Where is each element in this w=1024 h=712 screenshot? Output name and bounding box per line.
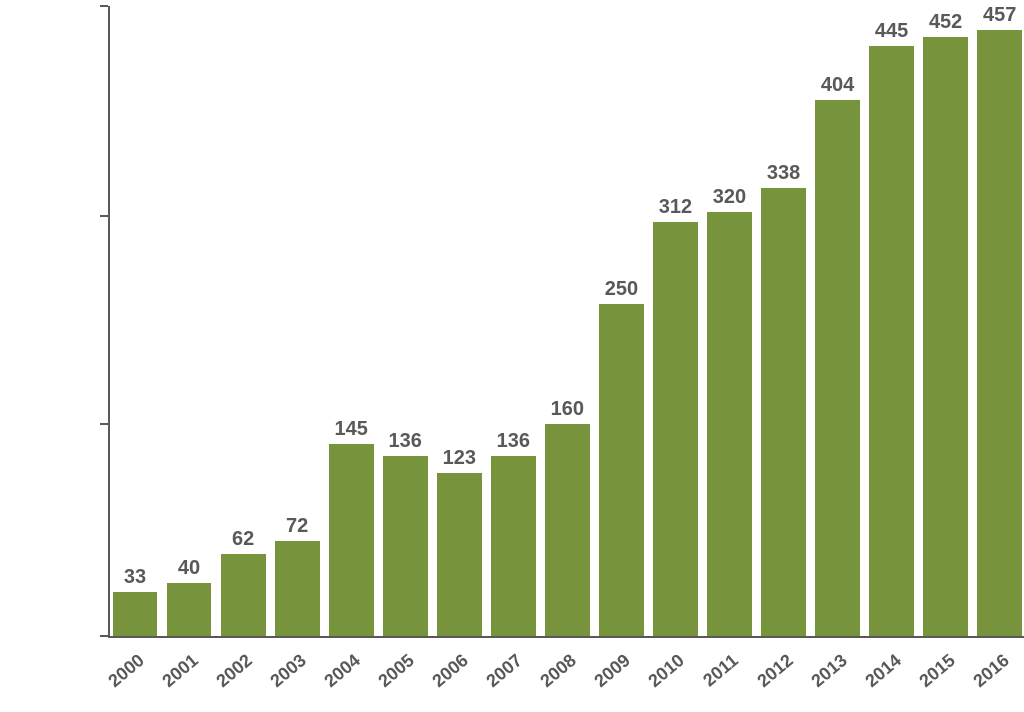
bar-value-label: 62 [232, 528, 254, 551]
bar-value-label: 250 [605, 278, 638, 301]
x-axis-label: 2010 [645, 650, 689, 692]
x-axis-label: 2013 [807, 650, 851, 692]
x-axis-label: 2012 [753, 650, 797, 692]
x-axis-label: 2014 [861, 650, 905, 692]
bar-value-label: 404 [821, 74, 854, 97]
bar-value-label: 457 [983, 4, 1016, 27]
bar [491, 456, 536, 636]
y-tick [100, 423, 108, 425]
bar [599, 304, 644, 636]
x-axis-label: 2002 [212, 650, 256, 692]
bar [221, 554, 266, 636]
x-axis [108, 636, 1024, 638]
y-tick [100, 215, 108, 217]
bar-value-label: 452 [929, 11, 962, 34]
bar-value-label: 320 [713, 186, 746, 209]
x-axis-label: 2008 [537, 650, 581, 692]
bar-value-label: 145 [334, 418, 367, 441]
bar-value-label: 33 [124, 566, 146, 589]
x-axis-label: 2007 [483, 650, 527, 692]
bar-value-label: 338 [767, 162, 800, 185]
bar [383, 456, 428, 636]
bar [167, 583, 212, 636]
bar [761, 188, 806, 636]
y-tick [100, 635, 108, 637]
x-axis-label: 2001 [158, 650, 202, 692]
x-axis-label: 2003 [266, 650, 310, 692]
bar-chart: 33 2000 40 2001 62 2002 72 2003 145 2004 136 2005 12… [0, 0, 1024, 712]
x-axis-label: 2000 [104, 650, 148, 692]
bar-value-label: 40 [178, 557, 200, 580]
bar [275, 541, 320, 636]
bar [113, 592, 158, 636]
bar [707, 212, 752, 636]
bar [923, 37, 968, 636]
bar-value-label: 136 [497, 430, 530, 453]
bar [977, 30, 1022, 636]
bar-value-label: 123 [443, 447, 476, 470]
x-axis-label: 2004 [320, 650, 364, 692]
x-axis-label: 2011 [700, 650, 743, 691]
x-axis-label: 2005 [375, 650, 419, 692]
y-tick [100, 5, 108, 7]
y-axis [108, 6, 110, 636]
x-axis-label: 2016 [969, 650, 1013, 692]
bar-value-label: 445 [875, 20, 908, 43]
bar-value-label: 72 [286, 515, 308, 538]
bar-value-label: 160 [551, 398, 584, 421]
bar [815, 100, 860, 636]
bar [329, 444, 374, 636]
bar [869, 46, 914, 636]
bar [653, 222, 698, 636]
bar-value-label: 136 [389, 430, 422, 453]
bar [437, 473, 482, 636]
x-axis-label: 2015 [915, 650, 959, 692]
x-axis-label: 2009 [591, 650, 635, 692]
x-axis-label: 2006 [429, 650, 473, 692]
bar-value-label: 312 [659, 196, 692, 219]
bar [545, 424, 590, 636]
